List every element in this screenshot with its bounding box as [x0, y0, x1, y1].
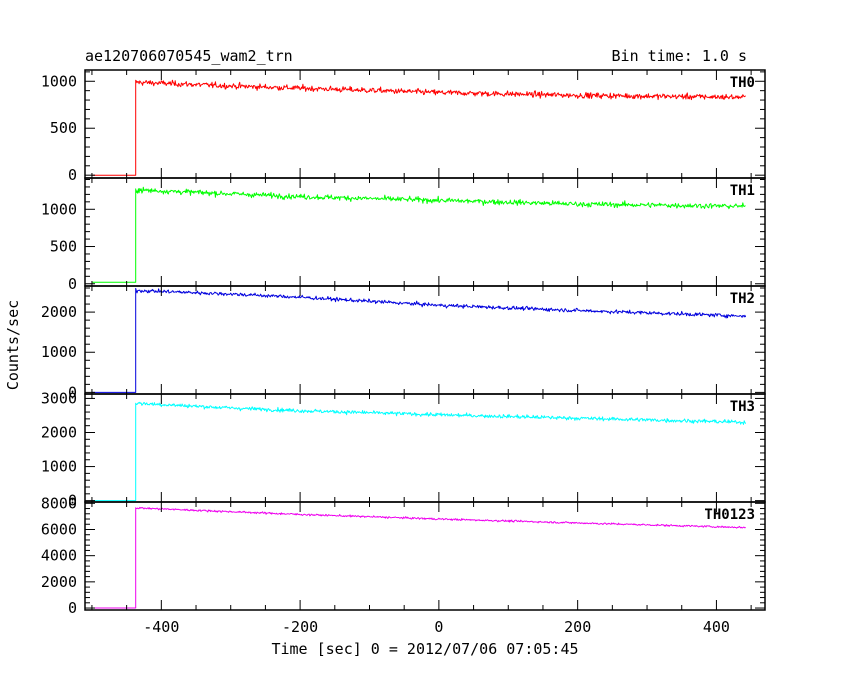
panel-label-th0123: TH0123 [704, 507, 755, 523]
series-line-th1 [91, 186, 746, 283]
panel-frame-th2 [84, 285, 766, 395]
y-tick-label-th3-2000: 2000 [41, 424, 77, 442]
x-tick-label-400: 400 [703, 618, 730, 636]
y-axis-title: Counts/sec [4, 300, 22, 390]
y-tick-label-th2-1000: 1000 [41, 343, 77, 361]
y-tick-label-th0123-2000: 2000 [41, 573, 77, 591]
panel-label-th0: TH0 [730, 75, 755, 91]
series-line-th0 [91, 79, 746, 176]
y-tick-label-th3-1000: 1000 [41, 458, 77, 476]
y-tick-label-th0-500: 500 [50, 119, 77, 137]
y-tick-label-th0-1000: 1000 [41, 72, 77, 90]
y-tick-label-th0123-6000: 6000 [41, 521, 77, 539]
y-tick-label-th0123-4000: 4000 [41, 547, 77, 565]
y-tick-label-th1-0: 0 [68, 275, 77, 293]
series-line-th0123 [91, 506, 746, 609]
series-line-th3 [91, 401, 747, 502]
y-tick-label-th1-1000: 1000 [41, 200, 77, 218]
y-tick-label-th1-500: 500 [50, 238, 77, 256]
panel-frame-th0123 [84, 501, 766, 611]
y-tick-label-th0-0: 0 [68, 166, 77, 184]
y-tick-label-th0123-0: 0 [68, 599, 77, 617]
series-line-th2 [91, 287, 747, 393]
x-tick-label--200: -200 [282, 618, 318, 636]
panel-frame-th1 [84, 177, 766, 287]
x-axis-title: Time [sec] 0 = 2012/07/06 07:05:45 [271, 640, 578, 658]
panel-label-th1: TH1 [730, 183, 755, 199]
y-tick-label-th2-0: 0 [68, 383, 77, 401]
bin-time-label: Bin time: 1.0 s [612, 47, 747, 65]
y-tick-label-th3-3000: 3000 [41, 389, 77, 407]
y-tick-label-th0123-8000: 8000 [41, 494, 77, 512]
panel-frame-th3 [84, 393, 766, 503]
y-tick-label-th2-2000: 2000 [41, 303, 77, 321]
x-tick-label--400: -400 [143, 618, 179, 636]
x-tick-label-0: 0 [434, 618, 443, 636]
panel-label-th3: TH3 [730, 399, 755, 415]
y-tick-label-th3-0: 0 [68, 492, 77, 510]
x-tick-label-200: 200 [564, 618, 591, 636]
chart-title: ae120706070545_wam2_trn [85, 47, 293, 65]
panel-label-th2: TH2 [730, 291, 755, 307]
